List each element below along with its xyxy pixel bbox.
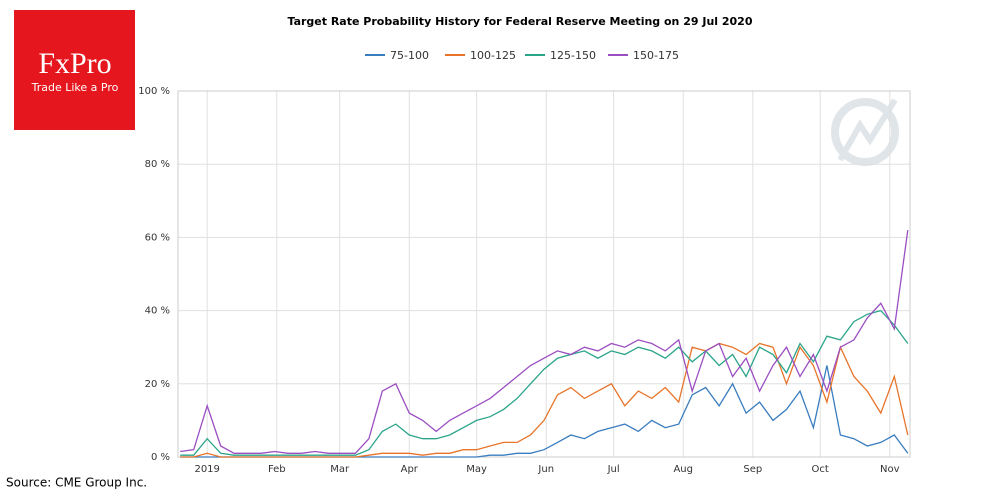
y-tick-label: 60 % (145, 232, 170, 243)
x-tick-label: Jun (537, 464, 554, 475)
series-line (180, 365, 909, 458)
x-tick-label: 2019 (194, 464, 219, 475)
y-tick-label: 20 % (145, 379, 170, 390)
series-line (180, 309, 909, 456)
y-tick-label: 0 % (151, 452, 170, 463)
x-tick-label: Aug (673, 464, 693, 475)
x-tick-label: Feb (268, 464, 286, 475)
y-tick-label: 80 % (145, 159, 170, 170)
plot-border (177, 90, 911, 458)
legend-label: 150-175 (633, 49, 679, 62)
watermark (831, 98, 899, 166)
x-tick-label: May (466, 464, 487, 475)
x-tick-label: Sep (743, 464, 762, 475)
x-tick-label: Oct (812, 464, 829, 475)
legend-label: 75-100 (390, 49, 429, 62)
legend-label: 125-150 (550, 49, 596, 62)
y-tick-label: 40 % (145, 306, 170, 317)
logo-box (14, 10, 135, 130)
logo-tagline: Trade Like a Pro (31, 81, 119, 94)
x-tick-label: Mar (330, 464, 350, 475)
chart-title: Target Rate Probability History for Fede… (287, 15, 752, 28)
legend-label: 100-125 (470, 49, 516, 62)
logo-brand: FxPro (38, 47, 111, 80)
x-tick-label: Nov (880, 464, 900, 475)
x-tick-label: Jul (607, 464, 620, 475)
series-line (180, 230, 909, 454)
x-tick-label: Apr (401, 464, 419, 475)
series-line (180, 342, 909, 458)
source-note: Source: CME Group Inc. (6, 476, 147, 490)
y-tick-label: 100 % (138, 86, 170, 97)
